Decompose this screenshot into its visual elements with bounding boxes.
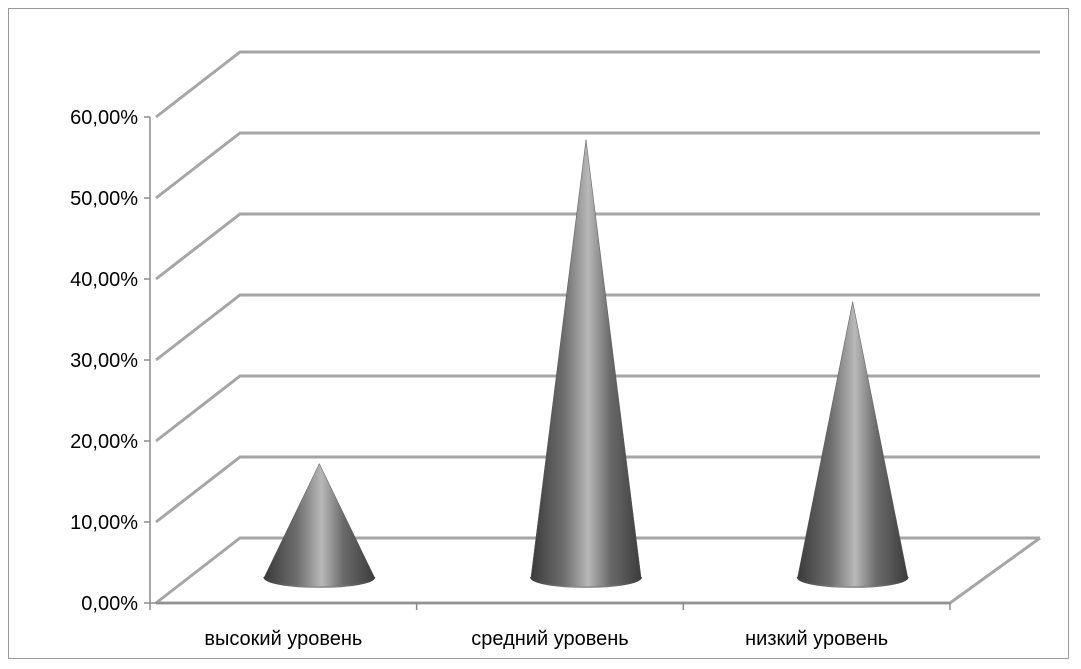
x-tick-label: низкий уровень xyxy=(745,628,888,650)
cone-base xyxy=(796,576,909,588)
gridline xyxy=(155,50,1040,119)
cone xyxy=(530,139,642,588)
y-tick-label: 20,00% xyxy=(70,431,138,453)
cone-base xyxy=(263,576,376,588)
gridline xyxy=(155,536,1040,605)
axes xyxy=(144,116,951,610)
gridline xyxy=(155,131,1040,200)
y-tick-label: 40,00% xyxy=(70,269,138,291)
gridline xyxy=(155,293,1040,362)
y-tick-label: 0,00% xyxy=(81,593,138,615)
y-tick-label: 30,00% xyxy=(70,350,138,372)
cones xyxy=(263,139,909,588)
cone-body xyxy=(797,301,908,588)
labels: 0,00% 10,00% 20,00% 30,00% 40,00% 50,00% 60,00… xyxy=(70,107,888,650)
x-tick-label: средний уровень xyxy=(471,628,628,650)
gridline xyxy=(155,374,1040,443)
cone xyxy=(263,463,376,588)
gridline xyxy=(155,455,1040,524)
cone-body xyxy=(264,463,375,588)
gridline xyxy=(155,212,1040,281)
cone-body xyxy=(530,139,642,588)
gridlines xyxy=(155,50,1041,605)
y-tick-label: 50,00% xyxy=(70,188,138,210)
cone xyxy=(796,301,909,588)
y-tick-label: 10,00% xyxy=(70,512,138,534)
x-tick-label: высокий уровень xyxy=(204,628,362,650)
cone-base xyxy=(530,576,642,588)
y-tick-label: 60,00% xyxy=(70,107,138,129)
